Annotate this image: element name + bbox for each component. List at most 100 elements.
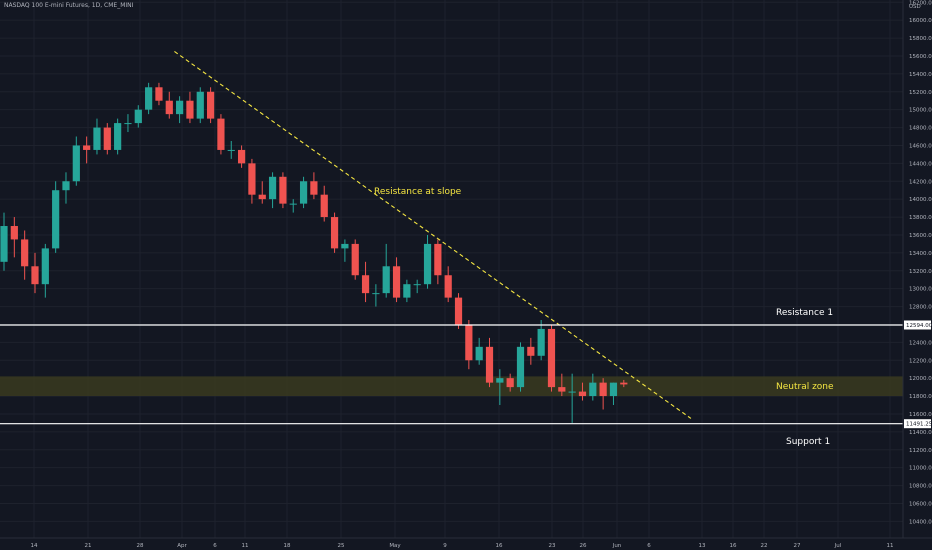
candle-body xyxy=(21,239,29,267)
price-tick-label: 12000.00 xyxy=(909,376,932,382)
candle-body xyxy=(423,243,432,285)
candle-body xyxy=(196,91,204,119)
time-tick-label: 22 xyxy=(761,543,768,549)
candle-body xyxy=(537,328,545,356)
time-tick-label: 23 xyxy=(549,543,556,549)
candle-body xyxy=(0,226,8,262)
candle-body xyxy=(83,145,91,150)
candle-body xyxy=(299,181,308,204)
price-tick-label: 14400.00 xyxy=(909,161,932,167)
price-tick-label: 13400.00 xyxy=(909,251,932,257)
price-tick-label: 13800.00 xyxy=(909,215,932,221)
time-tick-label: May xyxy=(389,543,401,549)
candle-body xyxy=(372,293,380,295)
candle-body xyxy=(72,145,80,182)
price-label-text: 11491.25 xyxy=(906,422,932,428)
candle-body xyxy=(52,190,60,249)
candle-body xyxy=(31,266,39,285)
candle-body xyxy=(279,176,287,204)
candle-body xyxy=(103,127,111,150)
time-tick-label: 26 xyxy=(580,543,587,549)
chart-title: NASDAQ 100 E-mini Futures, 1D, CME_MINI xyxy=(4,2,134,9)
price-tick-label: 16200.00 xyxy=(909,0,932,6)
candle-body xyxy=(392,266,401,298)
candle-body xyxy=(444,275,452,298)
price-label-text: 12594.00 xyxy=(906,323,932,329)
price-tick-label: 12200.00 xyxy=(909,358,932,364)
candle-body xyxy=(351,243,359,276)
time-tick-label: Jun xyxy=(612,543,622,549)
currency-label: USD xyxy=(909,4,921,10)
candle-body xyxy=(165,100,173,115)
price-tick-label: 14000.00 xyxy=(909,197,932,203)
time-tick-label: 21 xyxy=(85,543,92,549)
price-tick-label: 15200.00 xyxy=(909,90,932,96)
candle-body xyxy=(620,382,628,385)
price-tick-label: 10800.00 xyxy=(909,484,932,490)
price-tick-label: 14200.00 xyxy=(909,179,932,185)
candle-body xyxy=(155,87,163,101)
time-tick-label: Jul xyxy=(834,543,842,549)
candle-body xyxy=(41,248,49,285)
candle-body xyxy=(558,387,566,392)
candle-body xyxy=(434,243,442,276)
candle-body xyxy=(258,194,266,200)
candle-body xyxy=(186,100,194,119)
candle-body xyxy=(382,266,390,294)
neutral-zone-label: Neutral zone xyxy=(776,382,834,392)
price-axis[interactable]: 10400.00 10600.00 10800.00 11000.00 11200.00… xyxy=(909,0,932,525)
time-tick-label: 25 xyxy=(338,543,345,549)
price-tick-label: 15000.00 xyxy=(909,108,932,114)
candle-body xyxy=(114,123,122,150)
price-tick-label: 11600.00 xyxy=(909,412,932,418)
trendline-label: Resistance at slope xyxy=(374,187,462,197)
time-tick-label: 13 xyxy=(699,543,706,549)
candle-body xyxy=(341,243,349,249)
candle-body xyxy=(330,217,339,249)
candle-body xyxy=(454,297,463,325)
candle-body xyxy=(485,346,494,383)
time-tick-label: 6 xyxy=(647,543,651,549)
price-tick-label: 11000.00 xyxy=(909,466,932,472)
candle-body xyxy=(361,275,370,294)
price-tick-label: 15400.00 xyxy=(909,72,932,78)
candle-body xyxy=(506,378,514,388)
candle-body xyxy=(217,118,225,150)
candle-body xyxy=(134,109,142,124)
time-tick-label: Apr xyxy=(177,543,187,549)
candle-body xyxy=(268,176,277,200)
price-tick-label: 13200.00 xyxy=(909,269,932,275)
candles xyxy=(0,82,628,423)
candle-body xyxy=(465,324,473,361)
candle-body xyxy=(475,346,483,361)
candle-body xyxy=(176,100,184,115)
price-label-box xyxy=(904,320,931,330)
candle-body xyxy=(599,382,607,397)
price-tick-label: 16000.00 xyxy=(909,18,932,24)
candle-body xyxy=(413,284,421,286)
price-tick-label: 11800.00 xyxy=(909,394,932,400)
candle-body xyxy=(124,123,132,125)
candle-body xyxy=(568,391,576,393)
time-tick-label: 28 xyxy=(137,543,144,549)
time-tick-label: 16 xyxy=(730,543,737,549)
price-tick-label: 13600.00 xyxy=(909,233,932,239)
price-tick-label: 10400.00 xyxy=(909,519,932,525)
time-tick-label: 18 xyxy=(284,543,291,549)
time-tick-label: 11 xyxy=(887,543,894,549)
time-tick-label: 11 xyxy=(242,543,249,549)
candle-body xyxy=(516,346,525,388)
candle-body xyxy=(403,284,411,298)
time-axis[interactable]: 14 21 28 Apr 6 11 18 25 May 9 16 23 26 Jun 6 13 16 22 27 Ju… xyxy=(31,543,894,549)
price-tick-label: 13000.00 xyxy=(909,287,932,293)
candle-body xyxy=(237,149,246,164)
price-tick-label: 10600.00 xyxy=(909,501,932,507)
candle-body xyxy=(145,87,153,110)
support-1-label: Support 1 xyxy=(786,437,830,447)
resistance-trendline xyxy=(174,51,692,419)
candle-body xyxy=(310,181,318,195)
candle-body xyxy=(547,328,556,388)
candle-body xyxy=(62,181,70,191)
resistance-1-label: Resistance 1 xyxy=(776,308,833,318)
